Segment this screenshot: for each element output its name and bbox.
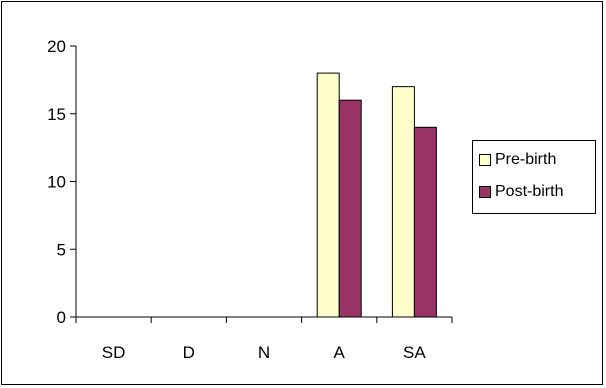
x-tick-label: SA <box>403 343 426 362</box>
bar-post-birth-sa <box>413 126 437 318</box>
bar-pre-birth-a <box>316 72 340 318</box>
x-tick-label: N <box>258 343 270 362</box>
x-tick-label: SD <box>102 343 126 362</box>
y-tick-label: 5 <box>57 240 66 259</box>
legend-item-pre-birth: Pre-birth <box>479 151 556 169</box>
x-tick-label: A <box>334 343 346 362</box>
legend-item-post-birth: Post-birth <box>479 183 563 201</box>
y-tick-label: 20 <box>47 37 66 56</box>
y-tick-label: 15 <box>47 105 66 124</box>
y-tick-label: 0 <box>57 308 66 327</box>
legend-label-pre-birth: Pre-birth <box>495 151 557 168</box>
legend-swatch-pre-birth <box>479 154 491 166</box>
legend-label-post-birth: Post-birth <box>495 183 564 200</box>
y-tick-label: 10 <box>47 173 66 192</box>
bar-post-birth-a <box>338 99 362 318</box>
legend: Pre-birth Post-birth <box>472 140 596 214</box>
bar-pre-birth-sa <box>391 86 415 318</box>
x-tick-label: D <box>183 343 195 362</box>
legend-swatch-post-birth <box>479 186 491 198</box>
